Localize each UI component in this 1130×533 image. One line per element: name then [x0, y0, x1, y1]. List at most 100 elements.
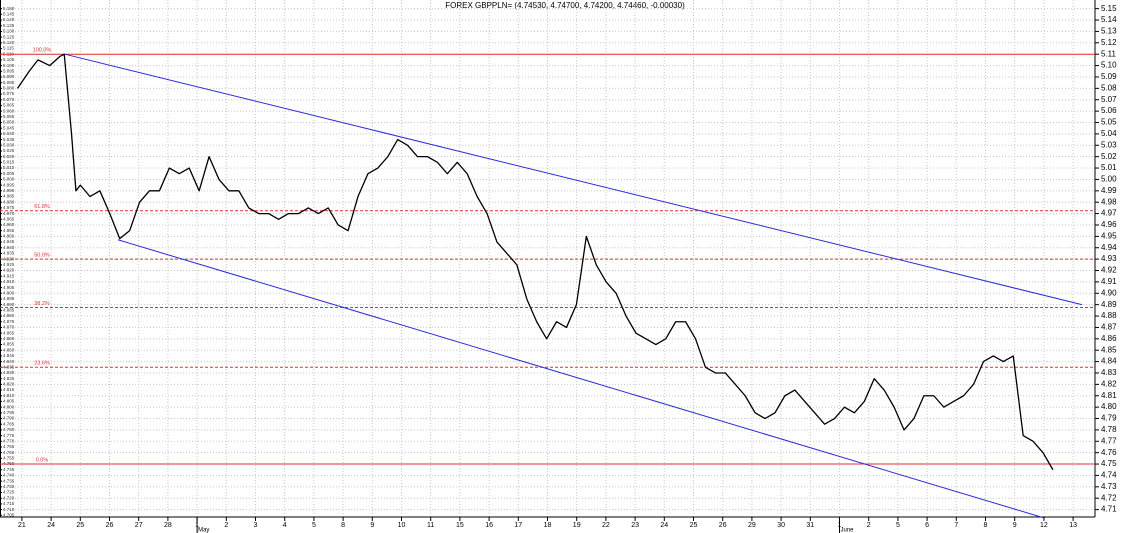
level-label: 23.6% [34, 361, 50, 367]
y2-tick-label: 4.935 [3, 251, 15, 256]
y2-tick-label: 4.875 [3, 319, 15, 324]
y2-tick-label: 5.080 [3, 86, 15, 91]
y-tick-label: 4.91 [1101, 277, 1117, 286]
y-tick-label: 5.00 [1101, 175, 1117, 184]
y-tick-label: 4.72 [1101, 493, 1117, 502]
y2-tick-label: 4.970 [3, 211, 15, 216]
y2-tick-label: 4.725 [3, 490, 15, 495]
y2-tick-label: 4.980 [3, 199, 15, 204]
y2-tick-label: 4.730 [3, 484, 15, 489]
x-tick-label: 25 [690, 522, 698, 529]
y-tick-label: 4.88 [1101, 311, 1117, 320]
y2-tick-label: 5.075 [3, 91, 15, 96]
x-tick-label: 31 [806, 522, 814, 529]
y-tick-label: 4.80 [1101, 402, 1117, 411]
y2-tick-label: 5.145 [3, 12, 15, 17]
y-tick-label: 4.90 [1101, 288, 1117, 297]
y2-tick-label: 4.800 [3, 404, 15, 409]
y2-tick-label: 5.070 [3, 97, 15, 102]
y2-tick-label: 4.705 [3, 512, 15, 517]
y2-tick-label: 4.900 [3, 290, 15, 295]
y-tick-label: 5.04 [1101, 129, 1117, 138]
y2-tick-label: 5.100 [3, 63, 15, 68]
y2-tick-label: 4.715 [3, 501, 15, 506]
x-tick-label: 26 [106, 522, 114, 529]
y-tick-label: 4.96 [1101, 220, 1117, 229]
y-tick-label: 4.94 [1101, 243, 1117, 252]
y2-tick-label: 4.905 [3, 285, 15, 290]
y2-tick-label: 4.945 [3, 239, 15, 244]
x-tick-label: 24 [660, 522, 668, 529]
y2-tick-label: 5.055 [3, 114, 15, 119]
y2-tick-label: 5.085 [3, 80, 15, 85]
y2-tick-label: 5.015 [3, 160, 15, 165]
y2-tick-label: 4.950 [3, 234, 15, 239]
y2-tick-label: 4.810 [3, 393, 15, 398]
y2-tick-label: 4.820 [3, 382, 15, 387]
y-tick-label: 4.95 [1101, 231, 1117, 240]
x-tick-label: 5 [896, 522, 900, 529]
y2-tick-label: 5.105 [3, 57, 15, 62]
y2-tick-label: 4.840 [3, 359, 15, 364]
y-tick-label: 5.05 [1101, 118, 1117, 127]
x-tick-label: 18 [544, 522, 552, 529]
x-tick-label: 26 [719, 522, 727, 529]
level-label: 50.0% [34, 253, 50, 259]
y2-tick-label: 4.780 [3, 427, 15, 432]
y-tick-label: 4.74 [1101, 471, 1117, 480]
y2-tick-label: 4.975 [3, 205, 15, 210]
y2-tick-label: 4.790 [3, 416, 15, 421]
y2-tick-label: 5.120 [3, 40, 15, 45]
y2-tick-label: 4.960 [3, 222, 15, 227]
level-label: 61.8% [34, 204, 50, 210]
y2-tick-label: 4.910 [3, 279, 15, 284]
y-tick-label: 4.93 [1101, 254, 1117, 263]
y2-tick-label: 4.925 [3, 262, 15, 267]
y2-tick-label: 5.050 [3, 120, 15, 125]
x-tick-label: 9 [370, 522, 374, 529]
x-tick-label: 16 [485, 522, 493, 529]
y-tick-label: 5.02 [1101, 152, 1117, 161]
level-label: 100.0% [33, 48, 52, 54]
y-tick-label: 4.87 [1101, 323, 1117, 332]
x-tick-label: 9 [1013, 522, 1017, 529]
x-tick-label: 6 [925, 522, 929, 529]
y-tick-label: 4.75 [1101, 459, 1117, 468]
y-tick-label: 4.78 [1101, 425, 1117, 434]
y2-tick-label: 4.855 [3, 342, 15, 347]
x-tick-label: 13 [1069, 522, 1077, 529]
level-label: 0.0% [36, 458, 49, 464]
y2-tick-label: 4.880 [3, 313, 15, 318]
y2-tick-label: 4.770 [3, 438, 15, 443]
y2-tick-label: 4.920 [3, 268, 15, 273]
x-tick-label: 27 [135, 522, 143, 529]
y2-tick-label: 5.095 [3, 68, 15, 73]
x-tick-label: 24 [47, 522, 55, 529]
y2-tick-label: 4.765 [3, 444, 15, 449]
y2-tick-label: 4.740 [3, 473, 15, 478]
x-tick-label: 15 [456, 522, 464, 529]
y2-tick-label: 4.995 [3, 182, 15, 187]
y2-tick-label: 5.130 [3, 29, 15, 34]
y2-tick-label: 4.990 [3, 188, 15, 193]
y2-tick-label: 4.835 [3, 364, 15, 369]
x-tick-label: 2 [224, 522, 228, 529]
y2-tick-label: 5.125 [3, 34, 15, 39]
x-tick-label: 17 [514, 522, 522, 529]
x-tick-label: 7 [954, 522, 958, 529]
x-tick-label: 8 [984, 522, 988, 529]
y2-tick-label: 5.090 [3, 74, 15, 79]
y2-tick-label: 4.915 [3, 273, 15, 278]
y-tick-label: 4.99 [1101, 186, 1117, 195]
y-tick-label: 4.92 [1101, 266, 1117, 275]
y2-tick-label: 4.930 [3, 256, 15, 261]
y-tick-label: 4.85 [1101, 345, 1117, 354]
y2-tick-label: 4.895 [3, 296, 15, 301]
x-tick-label: 12 [1040, 522, 1048, 529]
y2-tick-label: 5.135 [3, 23, 15, 28]
y2-tick-label: 4.845 [3, 353, 15, 358]
y2-tick-label: 5.020 [3, 154, 15, 159]
y2-tick-label: 4.760 [3, 450, 15, 455]
x-tick-label: 29 [748, 522, 756, 529]
y-tick-label: 5.12 [1101, 38, 1117, 47]
